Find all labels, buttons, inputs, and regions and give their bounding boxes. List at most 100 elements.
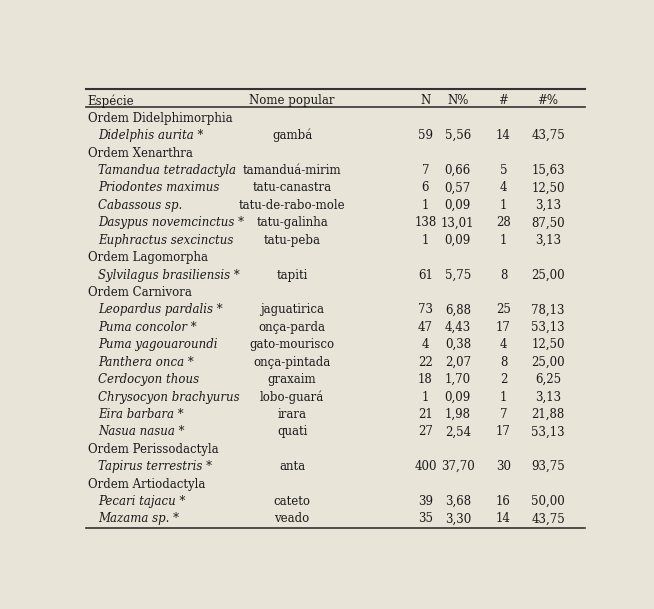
Text: 25: 25 (496, 303, 511, 317)
Text: 3,13: 3,13 (535, 234, 561, 247)
Text: 4: 4 (500, 181, 508, 194)
Text: N: N (421, 94, 430, 107)
Text: 3,13: 3,13 (535, 390, 561, 404)
Text: 6: 6 (422, 181, 429, 194)
Text: 0,38: 0,38 (445, 338, 471, 351)
Text: Pecari tajacu *: Pecari tajacu * (98, 495, 185, 508)
Text: Cabassous sp.: Cabassous sp. (98, 199, 182, 212)
Text: Cerdocyon thous: Cerdocyon thous (98, 373, 199, 386)
Text: 1,70: 1,70 (445, 373, 471, 386)
Text: 4: 4 (422, 338, 429, 351)
Text: 53,13: 53,13 (531, 425, 565, 438)
Text: 1: 1 (500, 199, 507, 212)
Text: 50,00: 50,00 (531, 495, 565, 508)
Text: Didelphis aurita *: Didelphis aurita * (98, 129, 203, 142)
Text: 43,75: 43,75 (531, 129, 565, 142)
Text: 14: 14 (496, 129, 511, 142)
Text: 43,75: 43,75 (531, 512, 565, 526)
Text: 1: 1 (500, 234, 507, 247)
Text: Ordem Lagomorpha: Ordem Lagomorpha (88, 251, 208, 264)
Text: 1: 1 (422, 234, 429, 247)
Text: Panthera onca *: Panthera onca * (98, 356, 194, 368)
Text: 2: 2 (500, 373, 507, 386)
Text: 8: 8 (500, 356, 507, 368)
Text: Ordem Xenarthra: Ordem Xenarthra (88, 147, 193, 160)
Text: Nome popular: Nome popular (249, 94, 335, 107)
Text: tatu-galinha: tatu-galinha (256, 216, 328, 229)
Text: 1,98: 1,98 (445, 408, 471, 421)
Text: Sylvilagus brasiliensis *: Sylvilagus brasiliensis * (98, 269, 240, 281)
Text: Mazama sp. *: Mazama sp. * (98, 512, 179, 526)
Text: 2,07: 2,07 (445, 356, 471, 368)
Text: 53,13: 53,13 (531, 321, 565, 334)
Text: 0,57: 0,57 (445, 181, 471, 194)
Text: 400: 400 (414, 460, 437, 473)
Text: 35: 35 (418, 512, 433, 526)
Text: 47: 47 (418, 321, 433, 334)
Text: N%: N% (447, 94, 468, 107)
Text: Nasua nasua *: Nasua nasua * (98, 425, 184, 438)
Text: 25,00: 25,00 (531, 269, 565, 281)
Text: 16: 16 (496, 495, 511, 508)
Text: 3,30: 3,30 (445, 512, 471, 526)
Text: Tapirus terrestris *: Tapirus terrestris * (98, 460, 212, 473)
Text: 1: 1 (422, 390, 429, 404)
Text: quati: quati (277, 425, 307, 438)
Text: 5,56: 5,56 (445, 129, 471, 142)
Text: tatu-canastra: tatu-canastra (252, 181, 332, 194)
Text: 22: 22 (418, 356, 433, 368)
Text: Eira barbara *: Eira barbara * (98, 408, 184, 421)
Text: 28: 28 (496, 216, 511, 229)
Text: 5,75: 5,75 (445, 269, 471, 281)
Text: 27: 27 (418, 425, 433, 438)
Text: 6,88: 6,88 (445, 303, 471, 317)
Text: 61: 61 (418, 269, 433, 281)
Text: 138: 138 (414, 216, 436, 229)
Text: 39: 39 (418, 495, 433, 508)
Text: anta: anta (279, 460, 305, 473)
Text: Leopardus pardalis *: Leopardus pardalis * (98, 303, 222, 317)
Text: 21,88: 21,88 (532, 408, 564, 421)
Text: 93,75: 93,75 (531, 460, 565, 473)
Text: 0,09: 0,09 (445, 199, 471, 212)
Text: 1: 1 (500, 390, 507, 404)
Text: 6,25: 6,25 (535, 373, 561, 386)
Text: Priodontes maximus: Priodontes maximus (98, 181, 219, 194)
Text: 7: 7 (422, 164, 429, 177)
Text: 59: 59 (418, 129, 433, 142)
Text: onça-pintada: onça-pintada (254, 356, 331, 368)
Text: 3,68: 3,68 (445, 495, 471, 508)
Text: Euphractus sexcinctus: Euphractus sexcinctus (98, 234, 233, 247)
Text: 3,13: 3,13 (535, 199, 561, 212)
Text: 4,43: 4,43 (445, 321, 471, 334)
Text: 73: 73 (418, 303, 433, 317)
Text: 25,00: 25,00 (531, 356, 565, 368)
Text: #: # (498, 94, 508, 107)
Text: 15,63: 15,63 (531, 164, 565, 177)
Text: veado: veado (275, 512, 310, 526)
Text: graxaim: graxaim (267, 373, 317, 386)
Text: irara: irara (277, 408, 307, 421)
Text: 30: 30 (496, 460, 511, 473)
Text: Ordem Didelphimorphia: Ordem Didelphimorphia (88, 111, 232, 125)
Text: tamanduá-mirim: tamanduá-mirim (243, 164, 341, 177)
Text: cateto: cateto (273, 495, 311, 508)
Text: onça-parda: onça-parda (258, 321, 326, 334)
Text: 21: 21 (418, 408, 433, 421)
Text: tatu-de-rabo-mole: tatu-de-rabo-mole (239, 199, 345, 212)
Text: tatu-peba: tatu-peba (264, 234, 320, 247)
Text: Tamandua tetradactyla: Tamandua tetradactyla (98, 164, 236, 177)
Text: 12,50: 12,50 (531, 181, 565, 194)
Text: 14: 14 (496, 512, 511, 526)
Text: #%: #% (538, 94, 559, 107)
Text: 4: 4 (500, 338, 508, 351)
Text: 0,09: 0,09 (445, 390, 471, 404)
Text: Ordem Carnivora: Ordem Carnivora (88, 286, 192, 299)
Text: jaguatirica: jaguatirica (260, 303, 324, 317)
Text: lobo-guará: lobo-guará (260, 390, 324, 404)
Text: 5: 5 (500, 164, 508, 177)
Text: Puma yagouaroundi: Puma yagouaroundi (98, 338, 218, 351)
Text: 78,13: 78,13 (531, 303, 565, 317)
Text: Espécie: Espécie (88, 94, 135, 108)
Text: 18: 18 (418, 373, 433, 386)
